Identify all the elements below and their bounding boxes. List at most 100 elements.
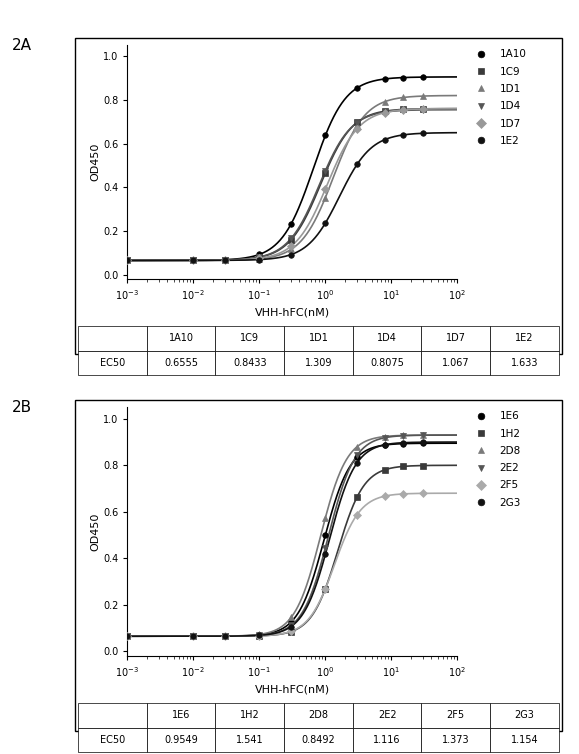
1H2 xyxy=(400,462,407,471)
1E6 xyxy=(322,530,329,539)
X-axis label: VHH-hFC(nM): VHH-hFC(nM) xyxy=(255,308,330,317)
1C9 xyxy=(400,105,407,114)
1E2 xyxy=(420,129,427,138)
2G3 xyxy=(322,550,329,559)
1D1 xyxy=(124,256,131,265)
Legend: 1A10, 1C9, 1D1, 1D4, 1D7, 1E2: 1A10, 1C9, 1D1, 1D4, 1D7, 1E2 xyxy=(464,45,530,150)
Text: 1.154: 1.154 xyxy=(511,735,538,745)
1D1 xyxy=(354,121,361,130)
Text: 1.116: 1.116 xyxy=(373,735,401,745)
1D7 xyxy=(400,106,407,115)
1A10 xyxy=(222,255,229,264)
1E6 xyxy=(256,630,263,639)
Text: 1C9: 1C9 xyxy=(240,333,259,343)
2G3 xyxy=(222,632,229,641)
Text: 1.067: 1.067 xyxy=(442,358,470,368)
2D8 xyxy=(420,431,427,440)
1D1 xyxy=(222,256,229,265)
2E2 xyxy=(124,632,131,641)
Text: 1D7: 1D7 xyxy=(446,333,466,343)
2D8 xyxy=(382,432,389,441)
1C9 xyxy=(382,107,389,116)
Text: 2F5: 2F5 xyxy=(446,710,465,720)
1E2 xyxy=(222,256,229,265)
1E2 xyxy=(190,256,197,265)
1E2 xyxy=(124,256,131,265)
1A10 xyxy=(256,250,263,259)
2E2 xyxy=(322,543,329,552)
1C9 xyxy=(256,253,263,262)
1C9 xyxy=(322,168,329,177)
1H2 xyxy=(124,632,131,641)
Line: 2D8: 2D8 xyxy=(124,432,426,639)
1E6 xyxy=(400,439,407,448)
1C9 xyxy=(288,235,295,244)
Text: EC50: EC50 xyxy=(100,358,125,368)
1A10 xyxy=(124,256,131,265)
2F5 xyxy=(420,489,427,498)
2D8 xyxy=(288,613,295,622)
1A10 xyxy=(354,84,361,93)
Text: 1E6: 1E6 xyxy=(172,710,190,720)
2D8 xyxy=(222,632,229,641)
1D4 xyxy=(288,234,295,243)
1H2 xyxy=(288,627,295,636)
1H2 xyxy=(354,492,361,501)
X-axis label: VHH-hFC(nM): VHH-hFC(nM) xyxy=(255,685,330,694)
1D7 xyxy=(322,185,329,194)
Line: 1D1: 1D1 xyxy=(124,93,426,263)
1D1 xyxy=(190,256,197,265)
Line: 2F5: 2F5 xyxy=(124,491,426,639)
Text: 0.9549: 0.9549 xyxy=(164,735,198,745)
1E6 xyxy=(354,453,361,462)
1A10 xyxy=(288,219,295,228)
2G3 xyxy=(190,632,197,641)
2G3 xyxy=(288,622,295,631)
Text: 1H2: 1H2 xyxy=(240,710,259,720)
2E2 xyxy=(420,431,427,440)
Text: 0.8075: 0.8075 xyxy=(370,358,404,368)
Line: 1H2: 1H2 xyxy=(124,463,426,639)
1D1 xyxy=(288,245,295,254)
1D7 xyxy=(288,242,295,251)
Line: 1D4: 1D4 xyxy=(124,107,426,263)
1H2 xyxy=(322,584,329,593)
1D4 xyxy=(124,256,131,265)
1E6 xyxy=(420,439,427,448)
Text: 2G3: 2G3 xyxy=(515,710,534,720)
2F5 xyxy=(354,510,361,520)
1D7 xyxy=(256,254,263,263)
1E6 xyxy=(222,632,229,641)
1E2 xyxy=(382,135,389,144)
1A10 xyxy=(400,73,407,82)
Text: 1.309: 1.309 xyxy=(305,358,332,368)
1D1 xyxy=(382,97,389,106)
1C9 xyxy=(124,256,131,265)
1D7 xyxy=(190,256,197,265)
2E2 xyxy=(190,632,197,641)
1D4 xyxy=(322,166,329,175)
2G3 xyxy=(354,458,361,467)
2G3 xyxy=(382,440,389,449)
Text: EC50: EC50 xyxy=(100,735,125,745)
2D8 xyxy=(190,632,197,641)
2E2 xyxy=(256,630,263,639)
1D1 xyxy=(400,93,407,102)
Text: 2E2: 2E2 xyxy=(378,710,397,720)
Line: 2E2: 2E2 xyxy=(124,433,426,639)
1E6 xyxy=(124,632,131,641)
1H2 xyxy=(420,461,427,470)
1D4 xyxy=(190,256,197,265)
Legend: 1E6, 1H2, 2D8, 2E2, 2F5, 2G3: 1E6, 1H2, 2D8, 2E2, 2F5, 2G3 xyxy=(464,407,525,512)
1D4 xyxy=(256,253,263,262)
1E6 xyxy=(190,632,197,641)
2F5 xyxy=(190,632,197,641)
2F5 xyxy=(288,627,295,636)
2D8 xyxy=(256,630,263,639)
1H2 xyxy=(222,632,229,641)
2D8 xyxy=(124,632,131,641)
1D4 xyxy=(354,118,361,127)
Text: 2B: 2B xyxy=(12,400,32,415)
2F5 xyxy=(222,632,229,641)
Text: 2D8: 2D8 xyxy=(309,710,328,720)
